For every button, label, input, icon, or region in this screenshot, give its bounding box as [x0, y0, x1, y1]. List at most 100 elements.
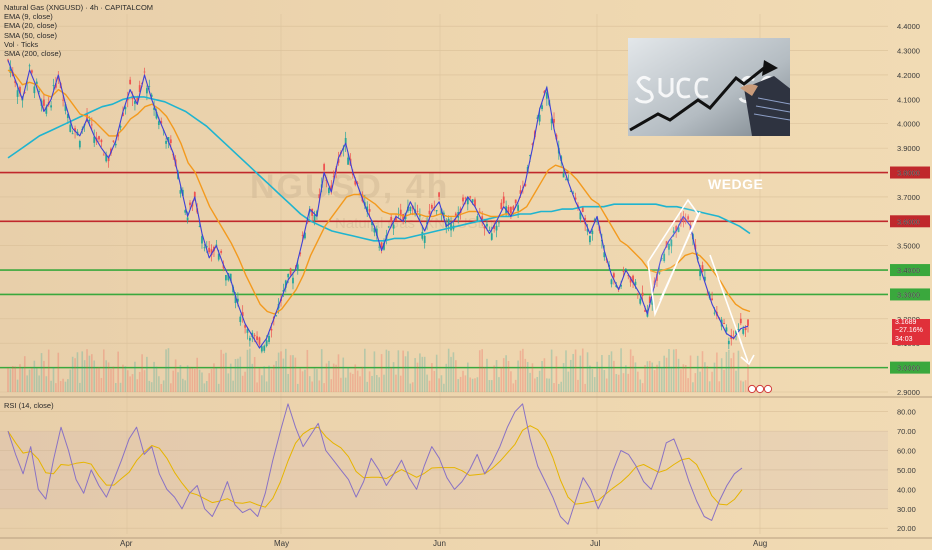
legend-sma50[interactable]: SMA (50, close): [4, 30, 57, 40]
volume-bar: [409, 383, 412, 392]
volume-bar: [136, 379, 139, 392]
candle-body: [189, 202, 191, 206]
candle-body: [129, 79, 132, 85]
volume-bar: [347, 367, 349, 392]
rsi-tick-label: 80.00: [897, 408, 916, 417]
candle-body: [464, 197, 467, 199]
volume-bar: [450, 356, 452, 392]
legend-ema9[interactable]: EMA (9, close): [4, 12, 53, 22]
volume-bar: [524, 358, 527, 392]
volume-bar: [701, 351, 704, 392]
volume-bar: [680, 369, 682, 392]
candle-body: [258, 337, 261, 345]
candle-body: [318, 194, 321, 199]
volume-bar: [708, 381, 711, 392]
volume-bar: [263, 366, 266, 392]
candle-body: [217, 253, 220, 260]
candle-body: [33, 86, 36, 94]
volume-bar: [268, 365, 270, 392]
rsi-legend[interactable]: RSI (14, close): [4, 401, 54, 410]
down-arrow-head: [740, 354, 755, 366]
candle-body: [723, 322, 725, 325]
candle-body: [569, 191, 572, 193]
candle-body: [102, 154, 105, 156]
volume-bar: [26, 375, 28, 392]
candle-body: [483, 226, 486, 229]
volume-bar: [170, 383, 172, 392]
volume-bar: [129, 376, 131, 392]
candle-body: [237, 298, 239, 302]
volume-bar: [340, 377, 342, 392]
volume-bar: [459, 376, 462, 392]
volume-bar: [397, 350, 400, 392]
candle-body: [368, 209, 371, 212]
volume-bar: [658, 361, 661, 392]
candle-body: [323, 164, 326, 171]
volume-bar: [114, 383, 117, 392]
y-tick-label: 3.4000: [897, 266, 920, 275]
volume-bar: [249, 348, 251, 392]
volume-bar: [629, 349, 632, 392]
legend-ema20[interactable]: EMA (20, close): [4, 21, 57, 31]
volume-bar: [296, 383, 299, 392]
candle-body: [639, 298, 642, 304]
candle-body: [644, 310, 646, 312]
volume-bar: [196, 357, 198, 392]
volume-bar: [38, 375, 40, 392]
volume-bar: [213, 363, 215, 392]
volume-bar: [682, 364, 685, 392]
legend-volume[interactable]: Vol · Ticks: [4, 39, 39, 49]
volume-bar: [579, 355, 582, 392]
wedge-inner-line: [659, 211, 701, 301]
candle-body: [98, 136, 100, 140]
volume-bar: [601, 355, 603, 392]
volume-bar: [747, 360, 749, 392]
volume-bar: [711, 371, 713, 392]
volume-bar: [445, 363, 448, 392]
x-tick-label: Aug: [753, 539, 767, 548]
candle-body: [481, 216, 484, 221]
candle-body: [138, 85, 141, 92]
candle-body: [301, 235, 304, 236]
candle-body: [186, 217, 189, 221]
wedge-channel: [647, 198, 699, 317]
volume-bar: [107, 362, 110, 392]
candle-body: [52, 85, 55, 87]
candle-body: [356, 182, 359, 184]
volume-bar: [31, 367, 33, 392]
rsi-ma-line: [7, 425, 743, 508]
volume-bar: [699, 371, 701, 392]
volume-bar: [541, 361, 543, 392]
volume-bar: [440, 375, 443, 392]
legend-sma200[interactable]: SMA (200, close): [4, 49, 62, 59]
price-tag-change: −27.16%: [895, 327, 923, 335]
candle-body: [57, 76, 60, 80]
y-tick-label: 4.2000: [897, 71, 920, 80]
candle-body: [727, 340, 730, 345]
volume-bar: [553, 383, 555, 392]
volume-bar: [627, 373, 630, 392]
candle-body: [220, 251, 223, 253]
volume-bar: [282, 358, 285, 392]
candle-body: [328, 188, 330, 194]
candle-body: [62, 99, 64, 101]
price-tag-countdown: 34:03: [895, 335, 913, 343]
volume-bar: [193, 368, 196, 392]
volume-bar: [426, 374, 428, 392]
y-tick-label: 3.9000: [897, 144, 920, 153]
volume-bar: [404, 356, 407, 392]
candle-body: [428, 210, 431, 215]
volume-bar: [9, 369, 12, 392]
candle-body: [69, 124, 72, 132]
volume-bar: [565, 350, 567, 392]
volume-bar: [486, 358, 488, 392]
volume-bar: [507, 360, 510, 392]
volume-bar: [502, 358, 505, 392]
volume-bar: [395, 374, 397, 392]
volume-bar: [402, 350, 404, 392]
candle-body: [498, 222, 500, 224]
volume-bar: [98, 367, 100, 392]
volume-bar: [342, 357, 345, 392]
